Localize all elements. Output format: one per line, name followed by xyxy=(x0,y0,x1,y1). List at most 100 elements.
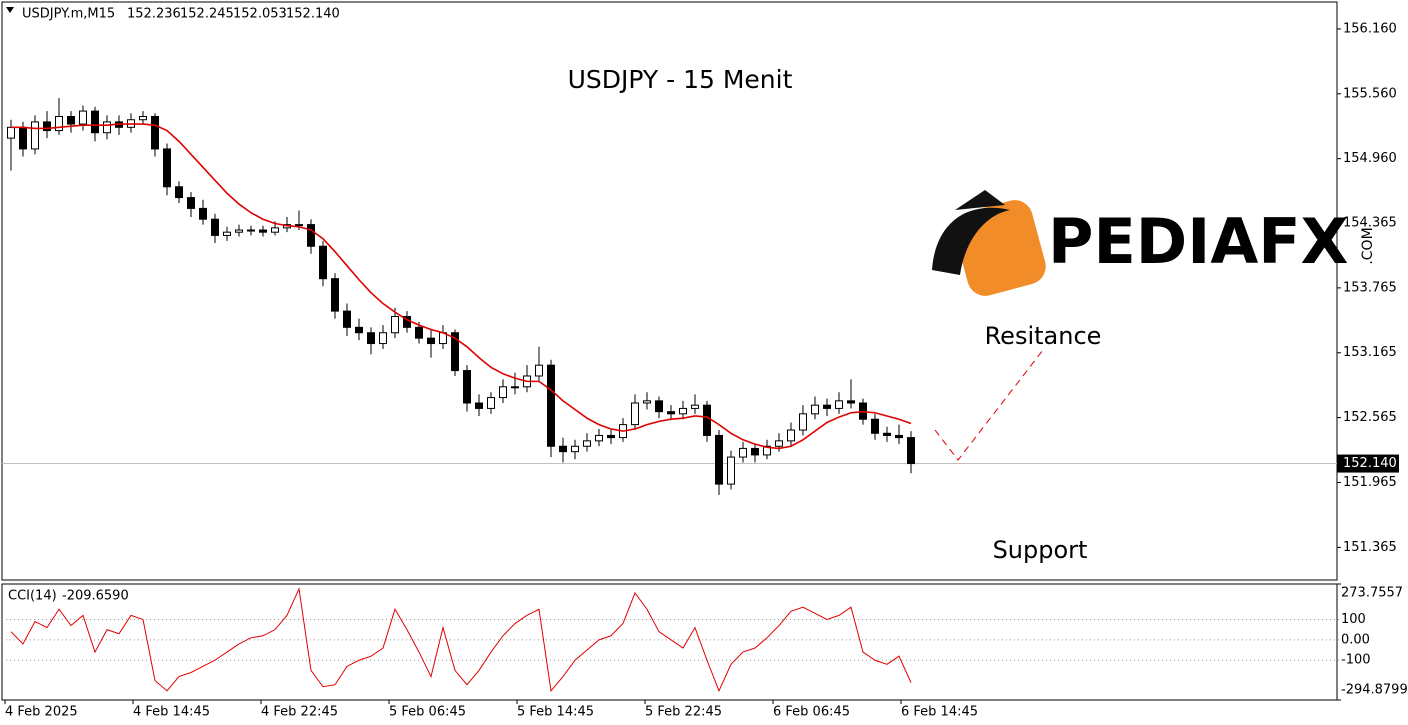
candle-body xyxy=(475,402,483,409)
logo-suffix: .COM xyxy=(1360,227,1376,264)
candle-body xyxy=(175,186,183,199)
candle-body xyxy=(547,364,555,447)
candle-body xyxy=(139,115,147,121)
chart-title: USDJPY - 15 Menit xyxy=(568,65,793,94)
price-tag xyxy=(1337,454,1399,473)
candle-body xyxy=(655,400,663,413)
x-tick-label: 4 Feb 2025 xyxy=(5,705,78,720)
candle-body xyxy=(223,231,231,236)
candle-body xyxy=(187,197,195,209)
candle-body xyxy=(295,224,303,227)
candle-body xyxy=(739,447,747,458)
candle-body xyxy=(847,400,855,404)
header-high: 152.245 xyxy=(180,7,234,22)
cci-value: -209.6590 xyxy=(62,589,129,604)
candle-body xyxy=(535,364,543,377)
cci-name: CCI(14) xyxy=(8,589,57,604)
candle-body xyxy=(415,326,423,339)
symbol: USDJPY.m,M15 xyxy=(22,7,115,22)
candle-body xyxy=(151,115,159,150)
candle-body xyxy=(247,229,255,232)
candle-body xyxy=(511,386,519,389)
candle-body xyxy=(907,437,915,465)
cci-tick-label: 273.7557 xyxy=(1341,586,1403,601)
moving-average xyxy=(11,123,912,450)
candle-body xyxy=(487,397,495,409)
main-panel xyxy=(1,1,1338,581)
candle-body xyxy=(799,413,807,431)
y-tick-label: 151.365 xyxy=(1343,540,1397,555)
candle-body xyxy=(643,400,651,404)
x-tick-label: 6 Feb 14:45 xyxy=(901,705,978,720)
candle-body xyxy=(451,332,459,372)
candle-body xyxy=(787,429,795,442)
candle-body xyxy=(823,404,831,409)
x-tick-label: 5 Feb 06:45 xyxy=(389,705,466,720)
x-tick-label: 4 Feb 14:45 xyxy=(133,705,210,720)
candle-body xyxy=(727,456,735,485)
candle-body xyxy=(331,278,339,312)
candle-body xyxy=(715,434,723,485)
candle-body xyxy=(199,207,207,220)
price-tag-label: 152.140 xyxy=(1343,456,1397,471)
candle-body xyxy=(211,218,219,236)
candle-body xyxy=(607,434,615,439)
candle-body xyxy=(871,418,879,434)
candle-body xyxy=(259,229,267,233)
candle-body xyxy=(751,447,759,456)
menu-arrow xyxy=(6,7,14,13)
cci-panel xyxy=(1,583,1338,701)
annotation: Support xyxy=(993,536,1088,564)
y-tick-label: 154.960 xyxy=(1343,151,1397,166)
candle-body xyxy=(31,121,39,150)
candle-body xyxy=(319,245,327,280)
candle-body xyxy=(103,121,111,134)
header-close: 152.140 xyxy=(286,7,340,22)
candle-body xyxy=(835,400,843,409)
x-tick-label: 4 Feb 22:45 xyxy=(261,705,338,720)
candle-body xyxy=(571,445,579,453)
candle-body xyxy=(811,404,819,415)
candle-body xyxy=(7,126,15,139)
candle-body xyxy=(427,337,435,345)
candle-body xyxy=(163,148,171,188)
candle-body xyxy=(43,121,51,132)
y-tick-label: 156.160 xyxy=(1343,21,1397,36)
cci-tick-label: 0.00 xyxy=(1341,632,1370,647)
logo-swoosh xyxy=(932,207,1010,275)
candle-body xyxy=(379,332,387,345)
header-open: 152.236 xyxy=(127,7,181,22)
candle-body xyxy=(499,386,507,399)
x-tick-label: 5 Feb 14:45 xyxy=(517,705,594,720)
candle-body xyxy=(763,445,771,456)
x-tick-label: 5 Feb 22:45 xyxy=(645,705,722,720)
cci-tick-label: -294.8799 xyxy=(1341,683,1408,698)
logo: PEDIAFX .COM xyxy=(932,190,1376,296)
candle-body xyxy=(775,440,783,447)
candle-body xyxy=(67,115,75,125)
y-tick-label: 152.565 xyxy=(1343,410,1397,425)
y-tick-label: 153.765 xyxy=(1343,280,1397,295)
projection xyxy=(934,349,1044,461)
y-tick-label: 151.965 xyxy=(1343,475,1397,490)
candle-body xyxy=(235,229,243,233)
candle-body xyxy=(91,110,99,134)
candle-body xyxy=(367,332,375,345)
candle-body xyxy=(595,434,603,442)
logo-text: PEDIAFX xyxy=(1048,205,1348,278)
candle-body xyxy=(307,224,315,247)
candle-body xyxy=(271,227,279,233)
candle-body xyxy=(55,115,63,132)
candle-body xyxy=(883,432,891,436)
candle-body xyxy=(583,440,591,447)
y-tick-label: 153.165 xyxy=(1343,345,1397,360)
header-low: 152.053 xyxy=(233,7,287,22)
candle-body xyxy=(895,434,903,439)
candle-body xyxy=(19,126,27,150)
candle-body xyxy=(679,407,687,415)
candle-body xyxy=(343,310,351,328)
annotation: Resitance xyxy=(985,322,1102,350)
candle-body xyxy=(391,316,399,334)
